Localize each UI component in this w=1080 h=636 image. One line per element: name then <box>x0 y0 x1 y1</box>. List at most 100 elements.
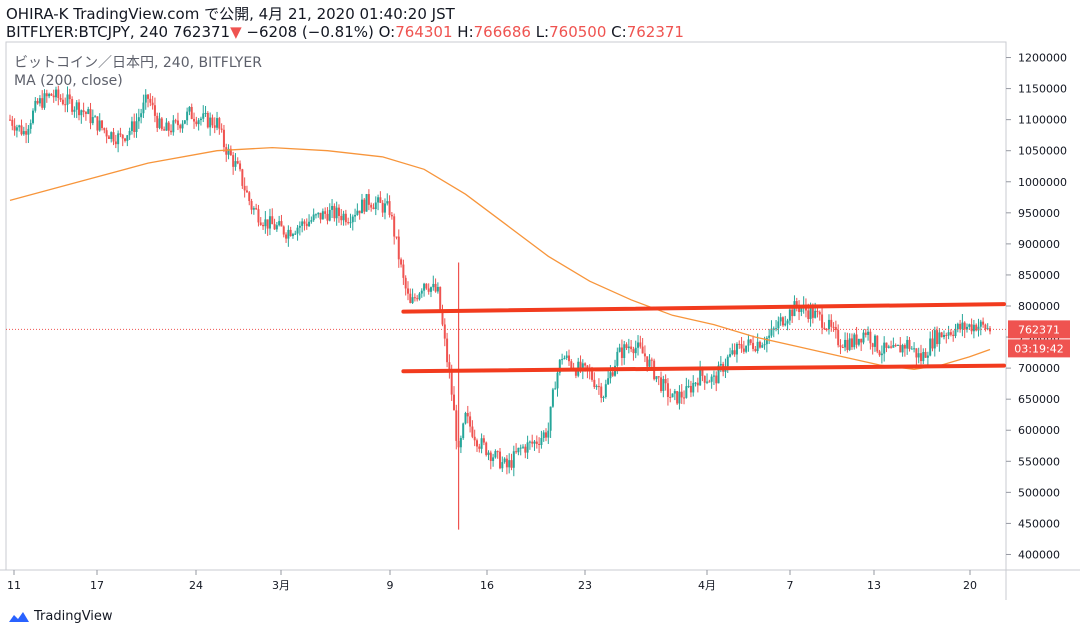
candle-body <box>830 319 833 327</box>
candle-body <box>416 298 419 300</box>
candle-body <box>811 307 814 318</box>
price-tick-label: 650000 <box>1018 393 1060 406</box>
candle-body <box>735 343 738 355</box>
candle-body <box>756 341 759 352</box>
candle-body <box>906 339 909 349</box>
publisher-text: OHIRA-K TradingView.com で公開, 4月 21, 2020… <box>6 5 455 23</box>
trendlines[interactable] <box>401 302 1006 374</box>
candle-body <box>551 389 554 407</box>
candle-body <box>289 229 292 237</box>
candle-body <box>901 345 904 353</box>
candle-body <box>883 342 886 354</box>
candle-body <box>354 214 357 217</box>
candle-body <box>600 386 603 398</box>
candle-body <box>377 197 380 203</box>
candle-body <box>245 190 248 193</box>
candle-body <box>630 346 633 350</box>
price-axis[interactable]: 1200000 1150000 1100000 1050000 1000000 95000… <box>1006 52 1067 562</box>
candle-body <box>949 332 952 335</box>
candle-body <box>857 338 860 345</box>
candle-body <box>50 93 53 96</box>
candle-body <box>880 353 883 356</box>
candle-body <box>795 301 798 307</box>
time-tick-label: 23 <box>578 579 592 592</box>
candle-body <box>963 322 966 330</box>
countdown-tag <box>1008 339 1070 358</box>
candle-body <box>597 386 600 388</box>
candle-body <box>229 148 232 156</box>
candle-body <box>825 329 828 331</box>
high-label: H: <box>457 23 474 41</box>
candle-body <box>406 288 409 294</box>
candle-body <box>423 283 426 291</box>
candle-body <box>351 216 354 223</box>
time-tick-label: 4月 <box>698 579 716 592</box>
candle-body <box>114 141 117 145</box>
candle-body <box>494 451 497 458</box>
candle-body <box>648 359 651 367</box>
candle-body <box>209 117 212 128</box>
candle-body <box>913 348 916 350</box>
candle-body <box>503 458 506 463</box>
candle-body <box>243 185 246 191</box>
candle-body <box>25 131 28 135</box>
legend-indicator[interactable]: MA (200, close) <box>14 73 123 89</box>
legend-symbol[interactable]: ビットコイン／日本円, 240, BITFLYER <box>14 55 262 71</box>
candle-body <box>232 155 235 167</box>
candle-body <box>832 326 835 328</box>
candle-body <box>239 163 242 170</box>
candle-body <box>657 376 660 378</box>
candle-body <box>979 321 982 327</box>
candle-body <box>478 446 481 449</box>
candle-body <box>75 102 78 110</box>
candle-body <box>929 338 932 356</box>
candle-body <box>84 112 87 114</box>
candle-body <box>298 225 301 228</box>
candle-body <box>683 397 686 399</box>
candle-body <box>581 363 584 371</box>
tradingview-brand[interactable]: TradingView <box>8 609 113 624</box>
candle-body <box>873 335 876 347</box>
candle-body <box>584 363 587 366</box>
candle-body <box>110 132 113 139</box>
candle-body <box>558 359 561 373</box>
candle-body <box>775 328 778 330</box>
last-price: 762371 <box>172 23 231 41</box>
candle-body <box>703 375 706 383</box>
candle-body <box>887 346 890 348</box>
legend: ビットコイン／日本円, 240, BITFLYER MA (200, close… <box>14 54 262 90</box>
price-tick-label: 700000 <box>1018 362 1060 375</box>
candle-body <box>535 441 538 444</box>
candle-body <box>942 334 945 338</box>
candle-body <box>418 293 421 300</box>
candle-body <box>64 104 67 106</box>
time-axis[interactable]: 11 17 24 3月 9 16 23 4月 7 13 20 <box>7 570 977 592</box>
candle-body <box>618 347 621 352</box>
candle-body <box>156 115 159 128</box>
candle-body <box>22 131 25 135</box>
candle-body <box>310 220 313 222</box>
candle-body <box>220 128 223 130</box>
candle-body <box>823 327 826 330</box>
candle-body <box>188 106 191 112</box>
candle-body <box>259 222 262 225</box>
candle-body <box>908 339 911 349</box>
price-tick-label: 1150000 <box>1018 83 1067 96</box>
candle-body <box>781 317 784 326</box>
candle-body <box>172 120 175 133</box>
candle-body <box>91 117 94 124</box>
candle-body <box>133 121 136 132</box>
candle-body <box>349 222 352 224</box>
time-tick-label: 16 <box>480 579 494 592</box>
candle-body <box>370 204 373 208</box>
candle-body <box>199 118 202 121</box>
candle-body <box>487 452 490 455</box>
candle-body <box>381 202 384 213</box>
candle-body <box>142 102 145 114</box>
candle-body <box>940 332 943 338</box>
candle-body <box>324 211 327 214</box>
candle-body <box>197 120 200 125</box>
candle-body <box>374 202 377 210</box>
candle-body <box>519 447 522 449</box>
